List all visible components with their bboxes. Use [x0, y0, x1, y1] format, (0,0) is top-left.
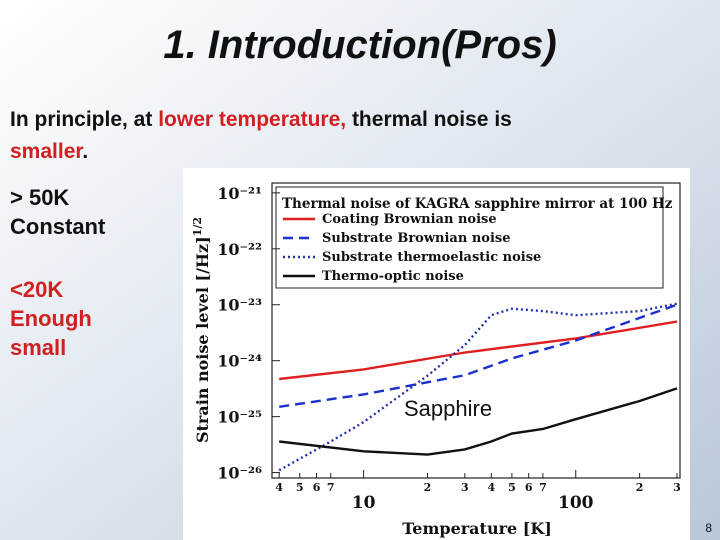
- page-number: 8: [705, 521, 712, 535]
- intro-highlight: smaller: [10, 140, 83, 163]
- intro-highlight: lower temperature,: [158, 108, 346, 131]
- x-tick-label: 5: [296, 481, 304, 494]
- y-axis-label: Strain noise level [/Hz]1/2: [191, 217, 212, 443]
- annotation: Sapphire: [404, 396, 492, 421]
- x-tick-label: 3: [461, 481, 469, 494]
- x-tick-label: 6: [313, 481, 321, 494]
- legend-label: Coating Brownian noise: [322, 212, 497, 227]
- x-tick-label: 2: [424, 481, 432, 494]
- x-axis-label: Temperature [K]: [402, 519, 552, 538]
- series-line: [278, 302, 678, 472]
- x-tick-label: 4: [275, 481, 283, 494]
- y-tick-label: 10⁻²³: [217, 296, 262, 315]
- y-axis-label-exponent: 1/2: [191, 217, 204, 236]
- y-axis-label-text: Strain noise level [/Hz]: [193, 236, 212, 443]
- y-tick-label: 10⁻²²: [217, 240, 262, 259]
- plot-frame: [271, 182, 681, 479]
- x-tick-label: 7: [327, 481, 335, 494]
- x-tick-label: 6: [525, 481, 533, 494]
- legend-label: Substrate Brownian noise: [322, 231, 510, 246]
- legend-title: Thermal noise of KAGRA sapphire mirror a…: [282, 196, 673, 212]
- intro-line-1: In principle, at lower temperature, ther…: [10, 108, 512, 131]
- note-line: small: [10, 335, 66, 360]
- notes: > 50K Constant <20K Enough small: [10, 185, 106, 360]
- note-line: > 50K: [10, 185, 69, 210]
- legend-box: [275, 186, 664, 289]
- x-tick-label: 2: [636, 481, 644, 494]
- intro-text: thermal noise is: [346, 108, 512, 131]
- note-line: Constant: [10, 214, 106, 239]
- intro-text: .: [82, 140, 88, 163]
- series-line: [279, 320, 678, 381]
- y-tick-label: 10⁻²⁴: [217, 352, 262, 371]
- x-tick-label: 100: [558, 493, 594, 513]
- x-tick-label: 10: [352, 493, 376, 513]
- note-line: <20K: [10, 277, 63, 302]
- note-line: Enough: [10, 306, 92, 331]
- y-tick-label: 10⁻²¹: [217, 184, 262, 203]
- intro-text: In principle, at: [10, 108, 158, 131]
- x-tick-label: 3: [673, 481, 681, 494]
- legend-label: Thermo-optic noise: [322, 269, 464, 284]
- x-tick-label: 5: [508, 481, 516, 494]
- intro-line-2: smaller.: [10, 140, 88, 163]
- series-line: [279, 387, 678, 456]
- series-line: [279, 303, 678, 408]
- legend-label: Substrate thermoelastic noise: [322, 250, 541, 265]
- x-tick-label: 4: [488, 481, 496, 494]
- x-tick-label: 7: [539, 481, 547, 494]
- y-tick-label: 10⁻²⁵: [217, 408, 262, 427]
- slide-title: 1. Introduction(Pros): [163, 23, 556, 67]
- y-tick-label: 10⁻²⁶: [217, 464, 262, 483]
